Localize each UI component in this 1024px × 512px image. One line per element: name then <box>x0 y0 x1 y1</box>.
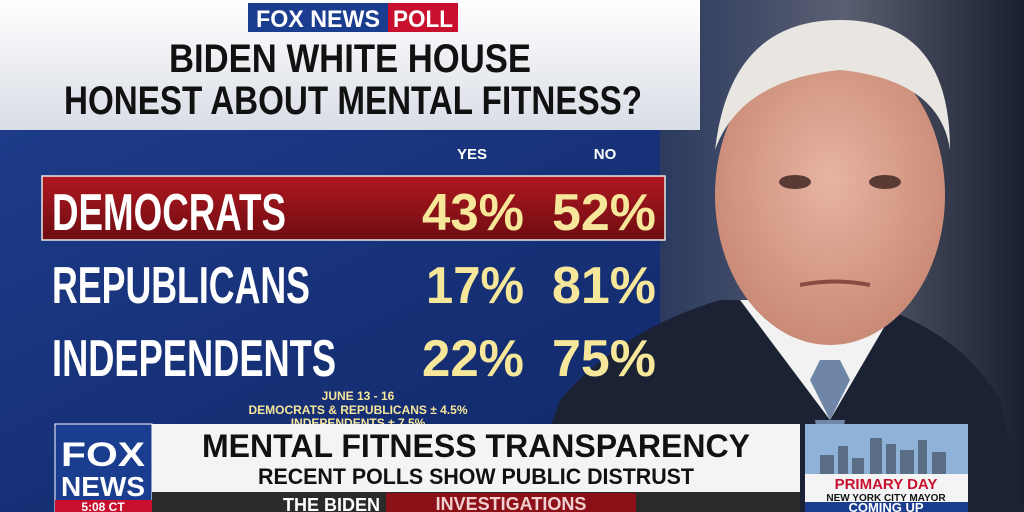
logo-box <box>248 3 388 32</box>
logo-tag-box <box>388 3 458 32</box>
network-logo-box <box>54 423 153 512</box>
row-label: INDEPENDENTS <box>52 330 336 388</box>
no-value: 81% <box>552 257 656 315</box>
subhead: RECENT POLLS SHOW PUBLIC DISTRUST <box>258 464 695 489</box>
yes-value: 43% <box>422 184 524 242</box>
ticker-tag: INVESTIGATIONS <box>436 494 587 512</box>
ticker-text: THE BIDEN <box>283 495 380 512</box>
row-label: REPUBLICANS <box>52 257 310 315</box>
brand-tag: POLL <box>393 6 453 33</box>
note: JUNE 13 - 16 <box>322 389 395 403</box>
row-label: DEMOCRATS <box>52 184 286 242</box>
side-subtitle: NEW YORK CITY MAYOR <box>826 493 946 504</box>
note: DEMOCRATS & REPUBLICANS ± 4.5% <box>248 403 467 417</box>
side-footer: COMING UP <box>848 500 923 512</box>
side-footer-box <box>805 502 968 512</box>
yes-value: 22% <box>422 330 524 388</box>
side-title: PRIMARY DAY <box>835 476 938 493</box>
brand: FOX NEWS <box>256 6 380 33</box>
yes-value: 17% <box>426 257 524 315</box>
column-header: YES <box>457 146 487 163</box>
headline: MENTAL FITNESS TRANSPARENCY <box>202 428 750 464</box>
clock: 5:08 CT <box>81 500 125 512</box>
network-logo: FOX <box>61 436 145 474</box>
network-logo: NEWS <box>61 471 145 502</box>
title-line: BIDEN WHITE HOUSE <box>169 37 531 81</box>
no-value: 75% <box>552 330 656 388</box>
clock-box <box>55 500 152 512</box>
headline-band <box>152 424 800 492</box>
column-header: NO <box>594 146 617 163</box>
row-highlight <box>41 175 666 241</box>
title-line: HONEST ABOUT MENTAL FITNESS? <box>64 79 642 123</box>
no-value: 52% <box>552 184 656 242</box>
city-skyline <box>820 438 946 474</box>
ticker-tag-box <box>386 493 636 512</box>
